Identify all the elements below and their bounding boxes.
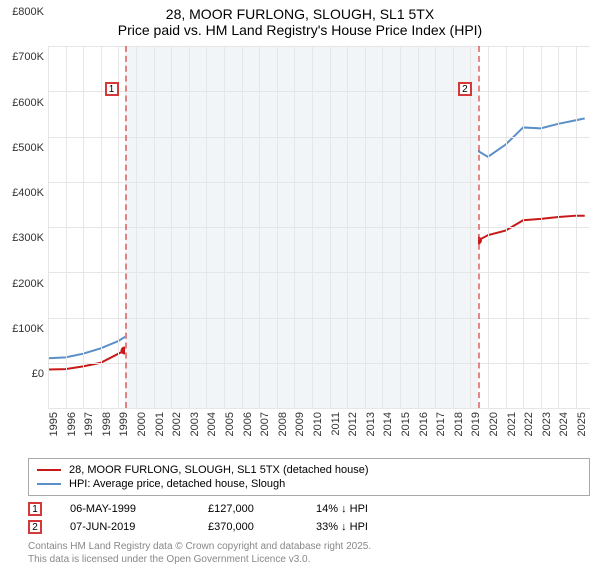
x-tick-label: 2010: [312, 412, 324, 436]
transaction-date: 07-JUN-2019: [70, 521, 180, 533]
transaction-delta: 14% ↓ HPI: [316, 503, 416, 515]
x-tick-label: 2020: [488, 412, 500, 436]
legend-swatch: [37, 483, 61, 485]
y-tick-label: £500K: [12, 142, 44, 154]
title-block: 28, MOOR FURLONG, SLOUGH, SL1 5TX Price …: [0, 0, 600, 42]
y-tick-label: £100K: [12, 323, 44, 335]
x-tick-label: 2025: [576, 412, 588, 436]
x-tick-label: 2022: [523, 412, 535, 436]
footer: Contains HM Land Registry data © Crown c…: [28, 540, 590, 566]
x-tick-label: 2003: [189, 412, 201, 436]
transaction-price: £370,000: [208, 521, 288, 533]
x-tick-label: 1997: [83, 412, 95, 436]
legend-label: HPI: Average price, detached house, Slou…: [69, 478, 285, 490]
x-tick-label: 2001: [154, 412, 166, 436]
y-tick-label: £0: [32, 368, 44, 380]
transaction-row: 1 06-MAY-1999 £127,000 14% ↓ HPI: [28, 500, 590, 518]
y-tick-label: £700K: [12, 51, 44, 63]
x-tick-label: 2024: [558, 412, 570, 436]
y-tick-label: £400K: [12, 187, 44, 199]
title-address: 28, MOOR FURLONG, SLOUGH, SL1 5TX: [8, 6, 592, 22]
y-tick-label: £300K: [12, 232, 44, 244]
x-tick-label: 2008: [277, 412, 289, 436]
x-tick-label: 2006: [242, 412, 254, 436]
x-tick-label: 2021: [506, 412, 518, 436]
x-tick-label: 2013: [365, 412, 377, 436]
chart-marker-box: 2: [458, 82, 472, 96]
y-tick-label: £200K: [12, 278, 44, 290]
legend-item: HPI: Average price, detached house, Slou…: [37, 477, 581, 491]
transactions-table: 1 06-MAY-1999 £127,000 14% ↓ HPI 2 07-JU…: [28, 500, 590, 536]
x-tick-label: 2000: [136, 412, 148, 436]
x-tick-label: 2017: [435, 412, 447, 436]
transaction-marker: 1: [28, 502, 42, 516]
chart-container: 28, MOOR FURLONG, SLOUGH, SL1 5TX Price …: [0, 0, 600, 560]
x-tick-label: 2004: [206, 412, 218, 436]
chart-marker-box: 1: [105, 82, 119, 96]
x-tick-label: 2018: [453, 412, 465, 436]
x-tick-label: 2005: [224, 412, 236, 436]
transaction-row: 2 07-JUN-2019 £370,000 33% ↓ HPI: [28, 518, 590, 536]
x-tick-label: 2015: [400, 412, 412, 436]
x-tick-label: 2016: [418, 412, 430, 436]
y-tick-label: £800K: [12, 6, 44, 18]
x-tick-label: 1996: [66, 412, 78, 436]
legend-label: 28, MOOR FURLONG, SLOUGH, SL1 5TX (detac…: [69, 464, 369, 476]
transaction-date: 06-MAY-1999: [70, 503, 180, 515]
footer-copyright: Contains HM Land Registry data © Crown c…: [28, 540, 590, 553]
legend-swatch: [37, 469, 61, 471]
x-tick-label: 1998: [101, 412, 113, 436]
transaction-price: £127,000: [208, 503, 288, 515]
x-tick-label: 1999: [118, 412, 130, 436]
transaction-delta: 33% ↓ HPI: [316, 521, 416, 533]
plot-area: 12: [48, 46, 590, 408]
x-tick-label: 1995: [48, 412, 60, 436]
y-tick-label: £600K: [12, 97, 44, 109]
x-tick-label: 2009: [294, 412, 306, 436]
x-tick-label: 2002: [171, 412, 183, 436]
x-tick-label: 2011: [330, 412, 342, 436]
transaction-marker: 2: [28, 520, 42, 534]
x-tick-label: 2023: [541, 412, 553, 436]
title-subtitle: Price paid vs. HM Land Registry's House …: [8, 22, 592, 38]
legend-item: 28, MOOR FURLONG, SLOUGH, SL1 5TX (detac…: [37, 463, 581, 477]
x-tick-label: 2019: [470, 412, 482, 436]
x-tick-label: 2012: [347, 412, 359, 436]
x-axis: 1995 1996 1997 1998 1999 2000 2001 2002 2003 2004…: [48, 408, 590, 450]
y-axis: £0£100K£200K£300K£400K£500K£600K£700K£80…: [0, 12, 46, 374]
x-tick-label: 2007: [259, 412, 271, 436]
x-tick-label: 2014: [382, 412, 394, 436]
legend: 28, MOOR FURLONG, SLOUGH, SL1 5TX (detac…: [28, 458, 590, 496]
